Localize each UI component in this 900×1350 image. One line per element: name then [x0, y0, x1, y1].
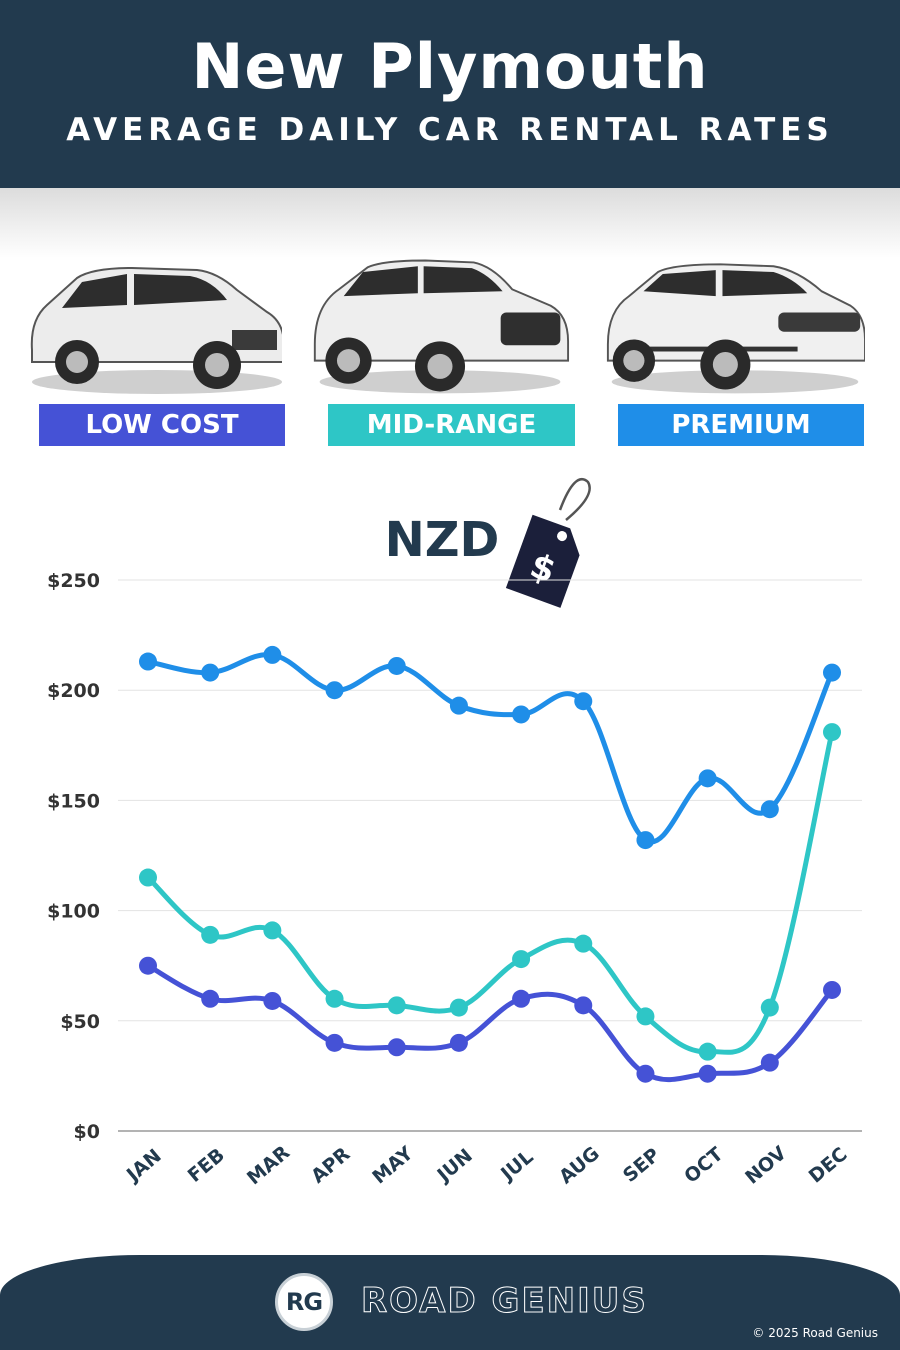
data-point-premium — [449, 696, 468, 715]
x-tick-label: MAY — [368, 1142, 417, 1188]
data-point-low-cost — [325, 1033, 344, 1052]
data-point-premium — [387, 656, 406, 675]
x-tick-label: MAR — [243, 1141, 294, 1189]
x-tick-label: JUN — [432, 1145, 477, 1188]
x-tick-label: FEB — [184, 1144, 229, 1187]
currency-label: NZD — [385, 512, 500, 568]
road-genius-logo: RG ROAD GENIUS — [275, 1273, 646, 1335]
data-point-mid-range — [698, 1042, 717, 1061]
x-tick-label: JAN — [121, 1145, 166, 1187]
x-tick-label: JUL — [495, 1146, 537, 1186]
suv-car-image — [313, 259, 570, 394]
footer-background — [0, 1255, 900, 1350]
y-tick-label: $50 — [60, 1011, 100, 1033]
data-point-low-cost — [512, 989, 531, 1008]
y-tick-label: $100 — [47, 901, 100, 923]
data-point-premium — [201, 663, 220, 682]
data-point-mid-range — [823, 723, 841, 742]
data-point-premium — [636, 831, 655, 850]
page-subtitle: AVERAGE DAILY CAR RENTAL RATES — [66, 112, 834, 148]
data-point-mid-range — [139, 868, 157, 887]
data-point-premium — [574, 692, 593, 711]
price-tag-icon: $ — [505, 478, 591, 608]
data-point-premium — [263, 645, 282, 664]
rg-logo-icon — [275, 1273, 333, 1331]
data-point-low-cost — [263, 991, 282, 1010]
data-point-low-cost — [760, 1053, 779, 1072]
data-point-premium — [823, 663, 841, 682]
data-point-premium — [512, 705, 531, 724]
data-point-mid-range — [760, 998, 779, 1017]
luxury-suv-car-image — [606, 263, 865, 394]
y-tick-label: $200 — [47, 680, 100, 702]
badge-premium: PREMIUM — [618, 404, 864, 446]
data-point-mid-range — [449, 998, 468, 1017]
x-tick-label: DEC — [805, 1143, 852, 1187]
data-point-mid-range — [512, 950, 531, 969]
data-point-low-cost — [574, 996, 593, 1015]
data-point-mid-range — [636, 1007, 655, 1026]
x-tick-label: OCT — [680, 1143, 727, 1188]
x-tick-label: SEP — [619, 1144, 664, 1187]
data-point-mid-range — [325, 989, 344, 1008]
x-tick-label: APR — [307, 1143, 355, 1188]
data-point-low-cost — [139, 956, 157, 975]
header-banner: New Plymouth AVERAGE DAILY CAR RENTAL RA… — [0, 0, 900, 188]
header-shadow — [0, 188, 900, 258]
series-line-mid-range — [145, 729, 835, 1055]
footer: RG ROAD GENIUS © 2025 Road Genius — [0, 1255, 900, 1350]
x-tick-label: AUG — [555, 1142, 604, 1188]
x-tick-label: NOV — [741, 1142, 791, 1189]
data-point-mid-range — [263, 921, 282, 940]
data-point-premium — [698, 769, 717, 788]
data-point-low-cost — [449, 1033, 468, 1052]
y-tick-label: $150 — [47, 790, 100, 812]
hatchback-car-image — [30, 266, 282, 394]
rental-rate-chart: NZD $ $250 $200 $150 $100 $50 $0 JAN FEB MAR APR… — [47, 478, 862, 1189]
data-point-low-cost — [698, 1064, 717, 1083]
data-point-mid-range — [387, 996, 406, 1015]
y-tick-label: $0 — [74, 1121, 100, 1143]
data-point-low-cost — [387, 1038, 406, 1057]
badge-mid-range: MID-RANGE — [328, 404, 575, 446]
data-point-premium — [760, 800, 779, 819]
data-point-low-cost — [636, 1064, 655, 1083]
data-point-mid-range — [574, 934, 593, 953]
data-point-premium — [139, 652, 157, 671]
rg-logo-initials: RG — [285, 1288, 323, 1316]
copyright-text: © 2025 Road Genius — [752, 1326, 878, 1340]
data-point-low-cost — [823, 980, 841, 999]
data-point-low-cost — [201, 989, 220, 1008]
data-point-mid-range — [201, 925, 220, 944]
data-point-premium — [325, 681, 344, 700]
brand-name: ROAD GENIUS — [361, 1281, 648, 1322]
y-tick-label: $250 — [47, 570, 100, 592]
badge-low-cost: LOW COST — [39, 404, 285, 446]
series-line-premium — [145, 652, 835, 845]
page-title: New Plymouth — [191, 30, 709, 103]
